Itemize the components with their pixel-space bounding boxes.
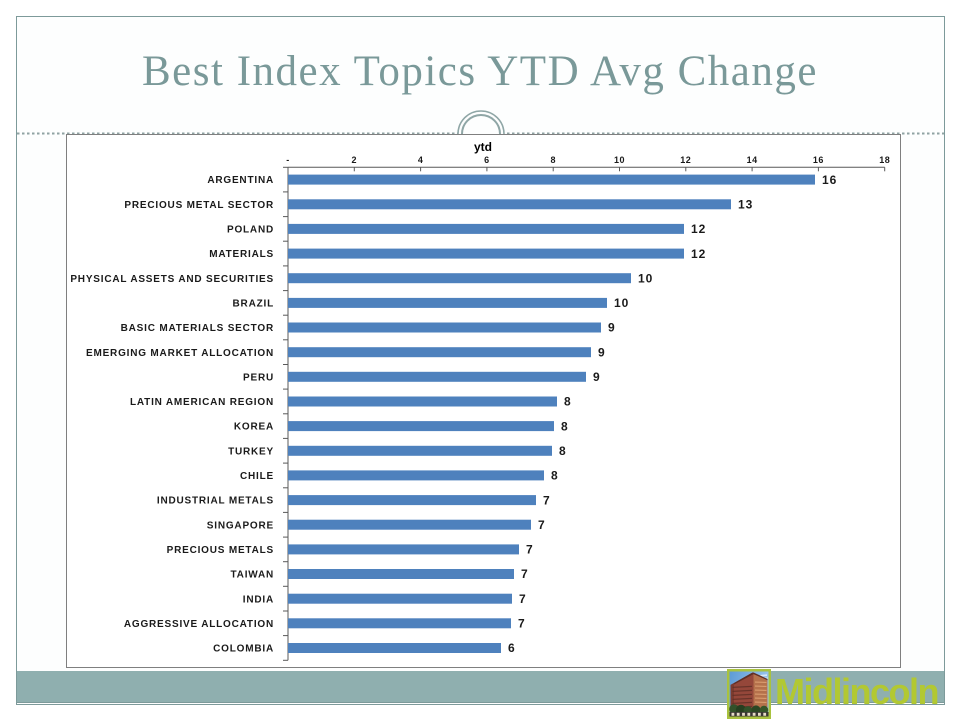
svg-text:7: 7 [526,543,534,557]
svg-text:12: 12 [691,247,706,261]
svg-text:4: 4 [418,155,424,165]
svg-text:7: 7 [543,493,551,507]
svg-text:9: 9 [608,321,616,335]
svg-text:7: 7 [519,592,527,606]
svg-text:TAIWAN: TAIWAN [231,570,275,581]
svg-text:14: 14 [747,155,758,165]
svg-text:8: 8 [550,155,556,165]
svg-text:16: 16 [813,155,824,165]
svg-text:PERU: PERU [243,372,274,383]
svg-text:SINGAPORE: SINGAPORE [207,520,274,531]
svg-text:PRECIOUS METALS: PRECIOUS METALS [167,545,274,556]
svg-text:BASIC MATERIALS SECTOR: BASIC MATERIALS SECTOR [121,323,274,334]
svg-text:PHYSICAL ASSETS AND SECURITIES: PHYSICAL ASSETS AND SECURITIES [70,274,274,285]
svg-text:PRECIOUS METAL SECTOR: PRECIOUS METAL SECTOR [124,200,274,211]
svg-text:INDIA: INDIA [243,594,274,605]
svg-text:CHILE: CHILE [240,471,274,482]
svg-text:16: 16 [822,173,837,187]
svg-text:13: 13 [738,198,753,212]
svg-text:ARGENTINA: ARGENTINA [207,175,274,186]
svg-text:EMERGING MARKET ALLOCATION: EMERGING MARKET ALLOCATION [86,348,274,359]
svg-text:INDUSTRIAL METALS: INDUSTRIAL METALS [157,496,274,507]
svg-text:9: 9 [598,345,606,359]
svg-text:12: 12 [680,155,691,165]
svg-text:9: 9 [593,370,601,384]
svg-text:6: 6 [484,155,490,165]
svg-text:10: 10 [614,296,629,310]
svg-text:18: 18 [879,155,890,165]
svg-text:6: 6 [508,641,516,655]
svg-text:8: 8 [551,469,559,483]
svg-text:7: 7 [538,518,546,532]
svg-text:COLOMBIA: COLOMBIA [213,644,274,655]
svg-text:8: 8 [559,444,567,458]
svg-text:ytd: ytd [474,140,492,154]
svg-text:LATIN AMERICAN REGION: LATIN AMERICAN REGION [130,397,274,408]
svg-text:7: 7 [521,567,529,581]
svg-text:TURKEY: TURKEY [228,446,274,457]
svg-text:7: 7 [518,617,526,631]
svg-text:8: 8 [564,395,572,409]
svg-text:BRAZIL: BRAZIL [233,299,274,310]
svg-text:2: 2 [352,155,358,165]
svg-text:12: 12 [691,222,706,236]
svg-text:KOREA: KOREA [234,422,274,433]
svg-text:10: 10 [638,271,653,285]
svg-text:-: - [286,155,290,165]
svg-text:AGGRESSIVE ALLOCATION: AGGRESSIVE ALLOCATION [124,619,274,630]
svg-text:POLAND: POLAND [227,225,274,236]
svg-text:10: 10 [614,155,625,165]
svg-text:MATERIALS: MATERIALS [209,249,274,260]
svg-text:8: 8 [561,419,569,433]
